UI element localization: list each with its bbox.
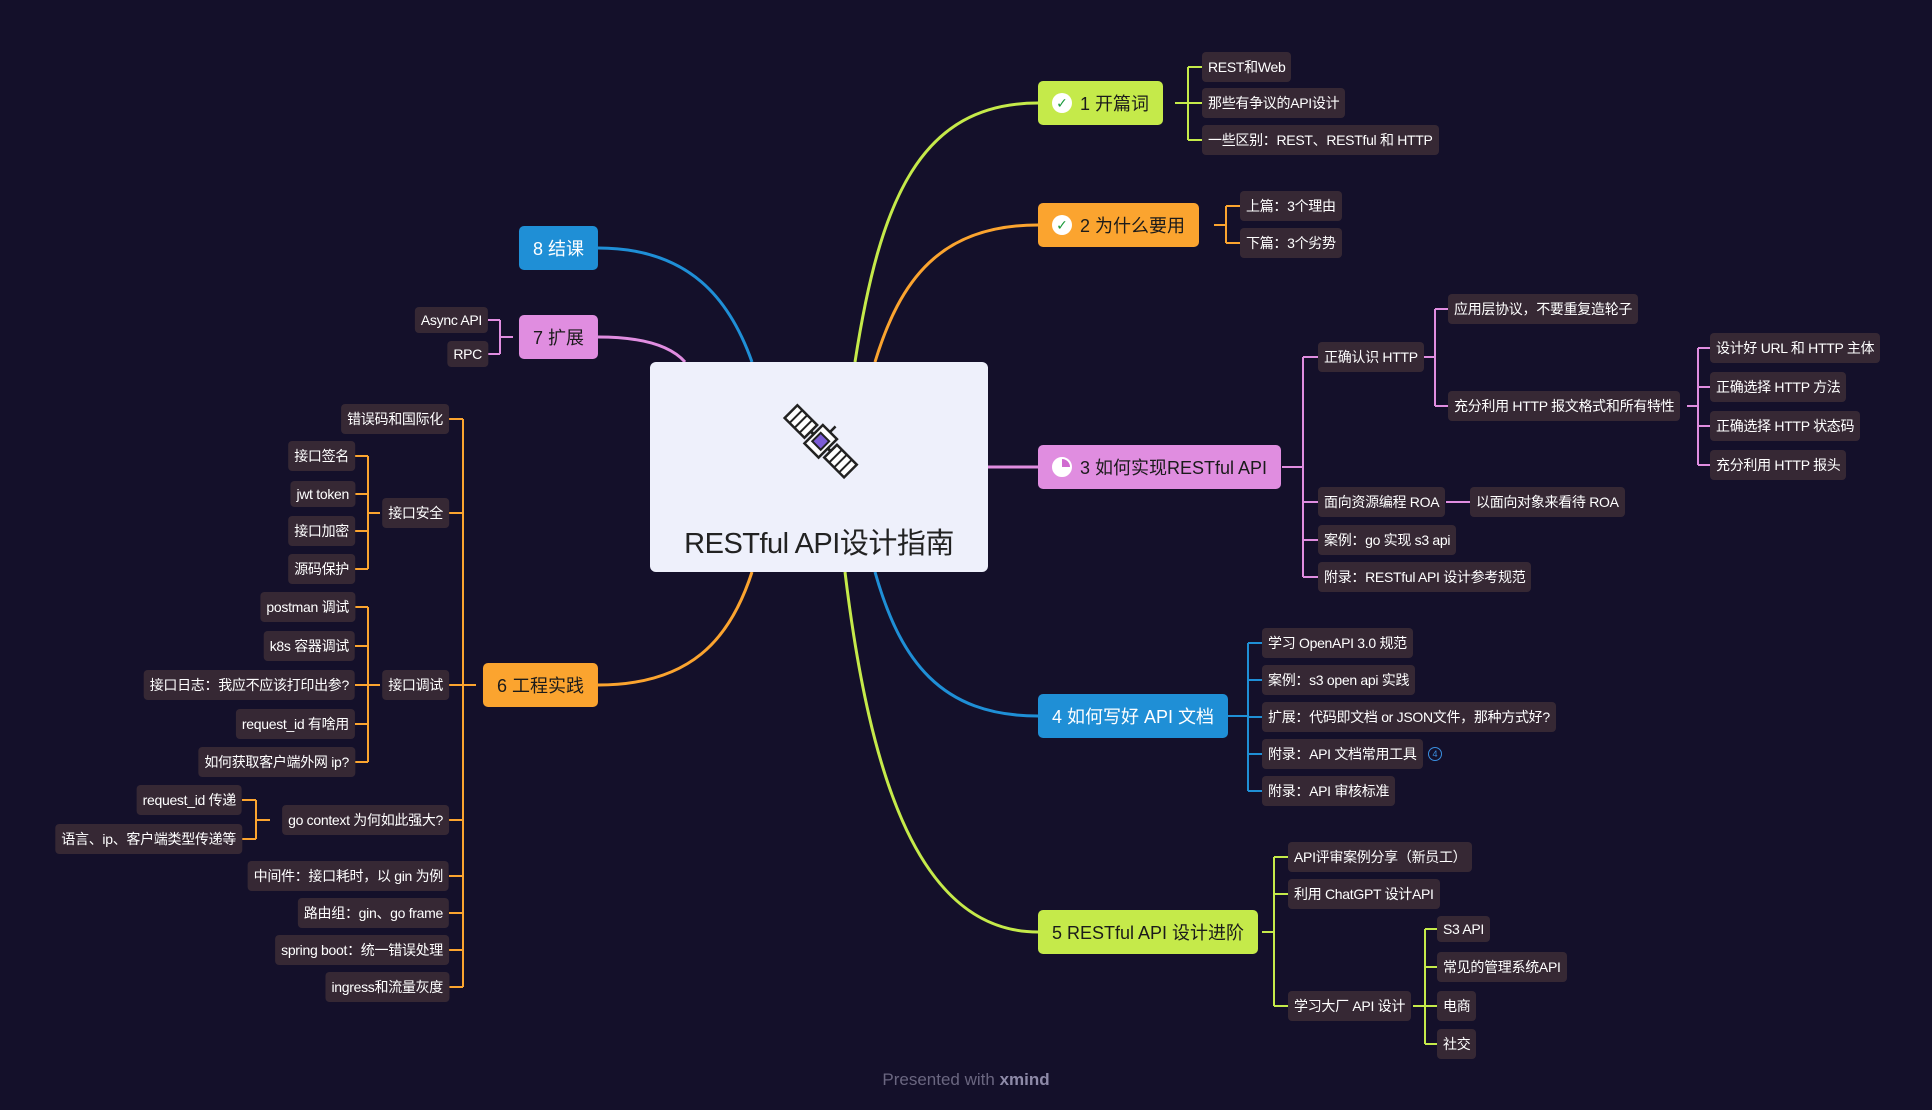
- topic-2-why[interactable]: ✓ 2 为什么要用: [1038, 203, 1200, 247]
- subtopic-three-reasons[interactable]: 上篇：3个理由: [1240, 191, 1342, 221]
- connector-topic-4: [873, 571, 1039, 718]
- subtopic-http-headers[interactable]: 充分利用 HTTP 报头: [1710, 450, 1847, 480]
- subtopic-rpc[interactable]: RPC: [447, 341, 488, 367]
- subtopic-code-as-doc[interactable]: 扩展：代码即文档 or JSON文件，那种方式好?: [1262, 702, 1556, 732]
- subtopic-source-protect[interactable]: 源码保护: [288, 554, 355, 584]
- subtopic-router-group[interactable]: 路由组：gin、go frame: [297, 898, 449, 928]
- topic-6-label: 6 工程实践: [496, 676, 584, 696]
- subtopic-spring-boot[interactable]: spring boot：统一错误处理: [275, 935, 449, 965]
- subtopic-ecommerce[interactable]: 电商: [1437, 991, 1477, 1021]
- subtopic-jwt[interactable]: jwt token: [290, 481, 355, 507]
- subtopic-roa[interactable]: 面向资源编程 ROA: [1318, 487, 1446, 517]
- subtopic-context-values[interactable]: 语言、ip、客户端类型传递等: [55, 824, 242, 854]
- subtopic-api-debug[interactable]: 接口调试: [382, 670, 449, 700]
- footer-presented: Presented with: [882, 1070, 995, 1089]
- topic-1-label: 1 开篇词: [1080, 94, 1150, 114]
- subtopic-ingress[interactable]: ingress和流量灰度: [325, 972, 449, 1002]
- subtopic-review-case[interactable]: API评审案例分享（新员工）: [1288, 842, 1473, 872]
- subtopic-encryption[interactable]: 接口加密: [288, 516, 355, 546]
- central-topic[interactable]: RESTful API设计指南: [650, 362, 988, 572]
- subtopic-chatgpt[interactable]: 利用 ChatGPT 设计API: [1288, 879, 1440, 909]
- subtopic-error-i18n[interactable]: 错误码和国际化: [341, 404, 449, 434]
- topic-8-label: 8 结课: [532, 239, 584, 259]
- subtopic-admin-api[interactable]: 常见的管理系统API: [1437, 952, 1567, 982]
- subtopic-s3-api[interactable]: S3 API: [1437, 916, 1491, 942]
- subtopic-http-status[interactable]: 正确选择 HTTP 状态码: [1710, 411, 1861, 441]
- subtopic-differences[interactable]: 一些区别：REST、RESTful 和 HTTP: [1202, 125, 1439, 155]
- subtopic-go-context[interactable]: go context 为何如此强大?: [282, 805, 449, 835]
- connector-topic-6: [597, 571, 754, 687]
- topic-7-extension[interactable]: 7 扩展: [518, 315, 598, 359]
- subtopic-review-standard[interactable]: 附录：API 审核标准: [1262, 776, 1396, 806]
- subtopic-postman[interactable]: postman 调试: [260, 592, 355, 622]
- footer-brand: xmind: [999, 1070, 1050, 1089]
- subtopic-http[interactable]: 正确认识 HTTP: [1318, 342, 1424, 372]
- subtopic-k8s-debug[interactable]: k8s 容器调试: [263, 631, 355, 661]
- subtopic-social[interactable]: 社交: [1437, 1029, 1477, 1059]
- subtopic-doc-tools[interactable]: 附录：API 文档常用工具: [1262, 739, 1423, 769]
- check-icon: ✓: [1052, 93, 1072, 113]
- subtopic-app-layer-protocol[interactable]: 应用层协议，不要重复造轮子: [1448, 294, 1639, 324]
- footer-credit: Presented with xmind: [0, 1070, 1932, 1090]
- connector-topic-1: [853, 101, 1039, 363]
- topic-7-label: 7 扩展: [532, 328, 584, 348]
- connector-topic-8: [597, 246, 754, 363]
- subtopic-s3-openapi[interactable]: 案例：s3 open api 实践: [1262, 665, 1416, 695]
- topic-5-label: 5 RESTful API 设计进阶: [1052, 923, 1245, 943]
- topic-6-engineering[interactable]: 6 工程实践: [482, 663, 598, 707]
- satellite-icon: [782, 403, 859, 480]
- subtopic-middleware[interactable]: 中间件：接口耗时，以 gin 为例: [247, 861, 449, 891]
- topic-4-docs[interactable]: 4 如何写好 API 文档: [1038, 694, 1229, 738]
- subtopic-url-body[interactable]: 设计好 URL 和 HTTP 主体: [1710, 333, 1881, 363]
- subtopic-api-signature[interactable]: 接口签名: [288, 441, 355, 471]
- subtopic-http-features[interactable]: 充分利用 HTTP 报文格式和所有特性: [1448, 391, 1681, 421]
- topic-5-advanced[interactable]: 5 RESTful API 设计进阶: [1038, 910, 1259, 954]
- subtopic-api-security[interactable]: 接口安全: [382, 498, 449, 528]
- subtopic-go-s3-case[interactable]: 案例：go 实现 s3 api: [1318, 525, 1457, 555]
- subtopic-controversial-api[interactable]: 那些有争议的API设计: [1202, 88, 1346, 118]
- subtopic-three-disadvantages[interactable]: 下篇：3个劣势: [1240, 228, 1342, 258]
- subtopic-client-ip[interactable]: 如何获取客户端外网 ip?: [198, 747, 355, 777]
- progress-pie-icon: [1052, 457, 1072, 477]
- subtopic-roa-oop[interactable]: 以面向对象来看待 ROA: [1470, 487, 1625, 517]
- connector-topic-5: [843, 571, 1039, 934]
- topic-2-label: 2 为什么要用: [1080, 216, 1186, 236]
- check-icon: ✓: [1052, 215, 1072, 235]
- central-topic-title: RESTful API设计指南: [684, 528, 954, 560]
- subtopic-big-company[interactable]: 学习大厂 API 设计: [1288, 991, 1412, 1021]
- connector-topic-2: [873, 223, 1039, 363]
- subtopic-openapi[interactable]: 学习 OpenAPI 3.0 规范: [1262, 628, 1413, 658]
- subtopic-request-id-pass[interactable]: request_id 传递: [136, 785, 242, 815]
- topic-1-opening[interactable]: ✓ 1 开篇词: [1038, 81, 1164, 125]
- subtopic-request-id[interactable]: request_id 有啥用: [235, 709, 355, 739]
- topic-3-implement[interactable]: 3 如何实现RESTful API: [1038, 445, 1282, 489]
- subtopic-api-log[interactable]: 接口日志：我应不应该打印出参?: [143, 670, 355, 700]
- subtopic-restful-spec[interactable]: 附录：RESTful API 设计参考规范: [1318, 562, 1532, 592]
- topic-8-conclusion[interactable]: 8 结课: [518, 226, 598, 270]
- collapsed-count-badge[interactable]: 4: [1428, 747, 1442, 761]
- subtopic-rest-web[interactable]: REST和Web: [1202, 52, 1292, 82]
- subtopic-async-api[interactable]: Async API: [414, 307, 488, 333]
- topic-4-label: 4 如何写好 API 文档: [1052, 707, 1215, 727]
- connector-topic-7: [597, 335, 687, 364]
- subtopic-http-method[interactable]: 正确选择 HTTP 方法: [1710, 372, 1847, 402]
- topic-3-label: 3 如何实现RESTful API: [1080, 458, 1268, 478]
